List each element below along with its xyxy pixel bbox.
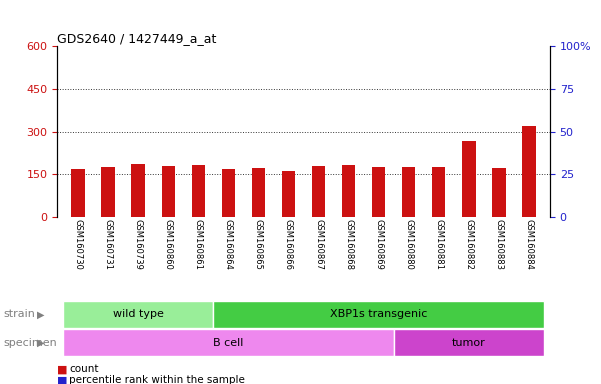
Bar bbox=[192, 165, 205, 217]
Text: GSM160882: GSM160882 bbox=[465, 219, 473, 270]
Text: count: count bbox=[69, 364, 99, 374]
Bar bbox=[132, 164, 145, 217]
Bar bbox=[63, 329, 394, 356]
Bar bbox=[402, 167, 415, 217]
Bar bbox=[252, 168, 265, 217]
Bar bbox=[162, 166, 175, 217]
Text: strain: strain bbox=[3, 310, 35, 319]
Text: GSM160868: GSM160868 bbox=[344, 219, 353, 270]
Text: ▶: ▶ bbox=[37, 338, 44, 348]
Bar bbox=[432, 167, 445, 217]
Bar bbox=[492, 168, 505, 217]
Text: tumor: tumor bbox=[452, 338, 486, 348]
Text: B cell: B cell bbox=[213, 338, 243, 348]
Text: GSM160864: GSM160864 bbox=[224, 219, 233, 270]
Text: GDS2640 / 1427449_a_at: GDS2640 / 1427449_a_at bbox=[57, 32, 216, 45]
Text: wild type: wild type bbox=[113, 310, 163, 319]
Bar bbox=[222, 169, 235, 217]
Bar bbox=[72, 169, 85, 217]
Text: ▶: ▶ bbox=[37, 310, 44, 319]
Text: GSM160884: GSM160884 bbox=[525, 219, 533, 270]
Text: percentile rank within the sample: percentile rank within the sample bbox=[69, 375, 245, 384]
Bar bbox=[63, 301, 213, 328]
Text: GSM160860: GSM160860 bbox=[164, 219, 172, 270]
Text: GSM160880: GSM160880 bbox=[404, 219, 413, 270]
Text: GSM160881: GSM160881 bbox=[435, 219, 443, 270]
Bar bbox=[342, 165, 355, 217]
Bar bbox=[312, 166, 325, 217]
Text: GSM160866: GSM160866 bbox=[284, 219, 293, 270]
Text: GSM160869: GSM160869 bbox=[374, 219, 383, 270]
Text: GSM160883: GSM160883 bbox=[495, 219, 503, 270]
Text: GSM160867: GSM160867 bbox=[314, 219, 323, 270]
Text: GSM160730: GSM160730 bbox=[74, 219, 82, 270]
Bar bbox=[102, 167, 115, 217]
Bar bbox=[522, 126, 535, 217]
Text: ■: ■ bbox=[57, 364, 67, 374]
Text: specimen: specimen bbox=[3, 338, 56, 348]
Bar bbox=[394, 329, 544, 356]
Text: GSM160861: GSM160861 bbox=[194, 219, 203, 270]
Bar bbox=[372, 167, 385, 217]
Bar bbox=[282, 170, 295, 217]
Text: GSM160865: GSM160865 bbox=[254, 219, 263, 270]
Text: GSM160731: GSM160731 bbox=[104, 219, 112, 270]
Text: XBP1s transgenic: XBP1s transgenic bbox=[330, 310, 427, 319]
Text: GSM160739: GSM160739 bbox=[134, 219, 142, 270]
Text: ■: ■ bbox=[57, 375, 67, 384]
Bar bbox=[462, 141, 475, 217]
Bar bbox=[213, 301, 544, 328]
